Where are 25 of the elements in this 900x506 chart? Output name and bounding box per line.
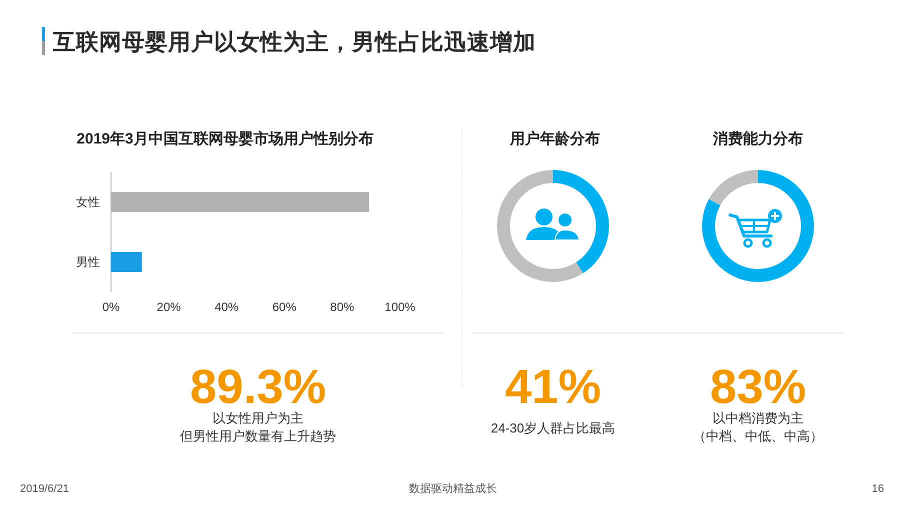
text: 以中档消费为主 [712, 410, 804, 426]
x-tick-label: 100% [384, 300, 416, 314]
x-tick-label: 80% [330, 300, 355, 314]
chart-title: 用户年龄分布 [509, 130, 600, 148]
donut-slice [708, 170, 758, 206]
text: （中档、中低、中高） [693, 428, 823, 444]
y-tick-label: 女性 [76, 195, 100, 209]
text: 41% [504, 361, 602, 414]
chart-title: 2019年3月中国互联网母婴市场用户性别分布 [76, 130, 374, 148]
y-tick-label: 男性 [76, 255, 100, 269]
text: 以女性用户为主 [212, 410, 304, 426]
donut-slice [497, 170, 584, 282]
x-tick-label: 20% [156, 300, 182, 314]
text: 数据驱动精益成长 [409, 482, 497, 495]
x-tick-label: 0% [102, 300, 120, 314]
chart-title: 消费能力分布 [712, 130, 803, 148]
donut-slice [702, 170, 814, 282]
text: 互联网母婴用户以女性为主，男性占比迅速增加 [52, 28, 536, 54]
text: 24-30岁人群占比最高 [490, 420, 616, 436]
x-tick-label: 40% [214, 300, 239, 314]
donut-slice [553, 170, 609, 274]
x-tick-label: 60% [272, 300, 297, 314]
text: 但男性用户数量有上升趋势 [180, 428, 336, 444]
text: 2019/6/21 [20, 483, 69, 495]
text: 16 [872, 483, 884, 495]
